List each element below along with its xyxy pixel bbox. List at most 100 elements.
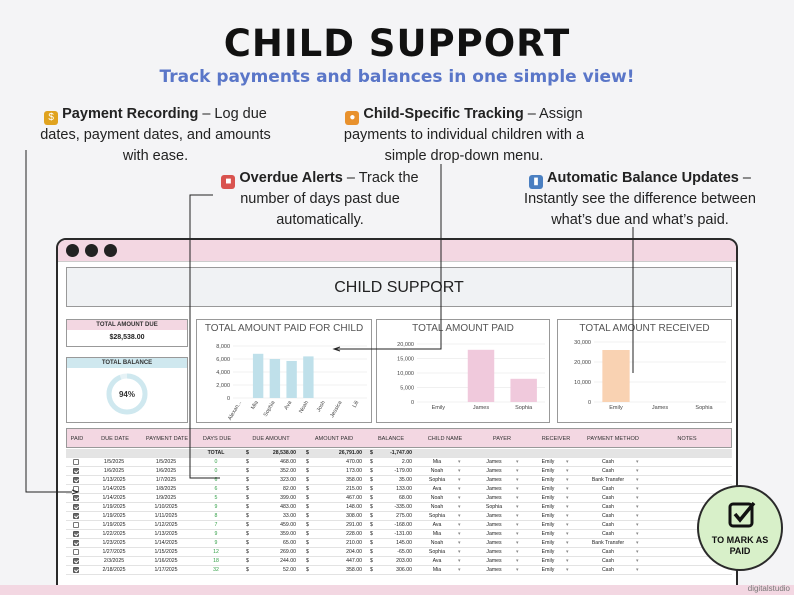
- receiver-select[interactable]: Emily: [541, 495, 555, 501]
- due-amount[interactable]: 359.00: [280, 531, 296, 537]
- payment-method-select[interactable]: Cash: [601, 459, 615, 465]
- payer-select[interactable]: James: [486, 486, 502, 492]
- payment-method-select[interactable]: Cash: [601, 558, 615, 564]
- notes-cell[interactable]: [646, 476, 726, 485]
- column-header[interactable]: CHILD NAME: [427, 436, 463, 442]
- paid-checkbox[interactable]: [73, 540, 79, 546]
- payment-method-select[interactable]: Cash: [601, 495, 615, 501]
- payer-select[interactable]: James: [486, 558, 502, 564]
- column-header[interactable]: PAID: [70, 436, 84, 442]
- amount-paid[interactable]: 291.00: [346, 522, 362, 528]
- child-name-select[interactable]: Noah: [430, 495, 444, 501]
- amount-paid[interactable]: 204.00: [346, 549, 362, 555]
- due-amount[interactable]: 33.00: [283, 513, 296, 519]
- child-name-select[interactable]: Ava: [432, 558, 442, 564]
- payment-date[interactable]: 1/9/2025: [155, 495, 177, 501]
- amount-paid[interactable]: 215.00: [346, 486, 362, 492]
- payment-date[interactable]: 1/17/2025: [154, 567, 178, 573]
- child-name-select[interactable]: Noah: [430, 468, 444, 474]
- payer-select[interactable]: James: [486, 513, 502, 519]
- payment-method-select[interactable]: Bank Transfer: [591, 540, 625, 546]
- payment-date[interactable]: 1/7/2025: [155, 477, 177, 483]
- notes-cell[interactable]: [646, 566, 726, 575]
- paid-checkbox[interactable]: [73, 468, 79, 474]
- payment-date[interactable]: 1/10/2025: [154, 504, 178, 510]
- due-amount[interactable]: 269.00: [280, 549, 296, 555]
- child-name-select[interactable]: Mia: [432, 567, 442, 573]
- amount-paid[interactable]: 148.00: [346, 504, 362, 510]
- payment-method-select[interactable]: Cash: [601, 504, 615, 510]
- receiver-select[interactable]: Emily: [541, 459, 555, 465]
- receiver-select[interactable]: Emily: [541, 558, 555, 564]
- payer-select[interactable]: James: [486, 522, 502, 528]
- payment-method-select[interactable]: Cash: [601, 468, 615, 474]
- child-name-select[interactable]: Ava: [432, 522, 442, 528]
- payment-date[interactable]: 1/15/2025: [154, 549, 178, 555]
- due-amount[interactable]: 52.00: [283, 567, 296, 573]
- paid-checkbox[interactable]: [73, 567, 79, 573]
- child-name-select[interactable]: Mia: [432, 459, 442, 465]
- amount-paid[interactable]: 358.00: [346, 477, 362, 483]
- receiver-select[interactable]: Emily: [541, 567, 555, 573]
- payment-date[interactable]: 1/16/2025: [154, 558, 178, 564]
- amount-paid[interactable]: 447.00: [346, 558, 362, 564]
- window-dot-icon[interactable]: [104, 244, 117, 257]
- child-name-select[interactable]: Noah: [430, 504, 444, 510]
- child-name-select[interactable]: Ava: [432, 486, 442, 492]
- column-header[interactable]: RECEIVER: [541, 436, 571, 442]
- child-name-select[interactable]: Sophia: [428, 549, 446, 555]
- column-header[interactable]: PAYER: [492, 436, 512, 442]
- receiver-select[interactable]: Emily: [541, 486, 555, 492]
- column-header[interactable]: DUE AMOUNT: [252, 436, 290, 442]
- receiver-select[interactable]: Emily: [541, 513, 555, 519]
- window-dot-icon[interactable]: [85, 244, 98, 257]
- payment-method-select[interactable]: Bank Transfer: [591, 477, 625, 483]
- column-header[interactable]: BALANCE: [377, 436, 405, 442]
- due-amount[interactable]: 323.00: [280, 477, 296, 483]
- child-name-select[interactable]: Mia: [432, 531, 442, 537]
- receiver-select[interactable]: Emily: [541, 504, 555, 510]
- due-amount[interactable]: 352.00: [280, 468, 296, 474]
- payer-select[interactable]: James: [486, 459, 502, 465]
- payer-select[interactable]: James: [486, 567, 502, 573]
- paid-checkbox[interactable]: [73, 531, 79, 537]
- amount-paid[interactable]: 210.00: [346, 540, 362, 546]
- payment-date[interactable]: 1/11/2025: [154, 513, 178, 519]
- payer-select[interactable]: James: [486, 531, 502, 537]
- column-header[interactable]: NOTES: [677, 436, 697, 442]
- payment-method-select[interactable]: Cash: [601, 513, 615, 519]
- due-amount[interactable]: 459.00: [280, 522, 296, 528]
- paid-checkbox[interactable]: [73, 504, 79, 510]
- receiver-select[interactable]: Emily: [541, 531, 555, 537]
- payment-date[interactable]: 1/5/2025: [155, 459, 177, 465]
- receiver-select[interactable]: Emily: [541, 540, 555, 546]
- paid-checkbox[interactable]: [73, 459, 79, 465]
- payment-date[interactable]: 1/8/2025: [155, 486, 177, 492]
- receiver-select[interactable]: Emily: [541, 522, 555, 528]
- payment-method-select[interactable]: Cash: [601, 522, 615, 528]
- amount-paid[interactable]: 308.00: [346, 513, 362, 519]
- due-amount[interactable]: 82.00: [283, 486, 296, 492]
- due-amount[interactable]: 65.00: [283, 540, 296, 546]
- paid-checkbox[interactable]: [73, 477, 79, 483]
- payer-select[interactable]: James: [486, 540, 502, 546]
- notes-cell[interactable]: [646, 458, 726, 467]
- column-header[interactable]: PAYMENT DATE: [145, 436, 189, 442]
- payment-date[interactable]: 1/6/2025: [155, 468, 177, 474]
- payer-select[interactable]: Sophia: [485, 504, 503, 510]
- amount-paid[interactable]: 228.00: [346, 531, 362, 537]
- child-name-select[interactable]: Sophia: [428, 477, 446, 483]
- payer-select[interactable]: James: [486, 549, 502, 555]
- child-name-select[interactable]: Noah: [430, 540, 444, 546]
- column-header[interactable]: PAYMENT METHOD: [587, 436, 639, 442]
- payer-select[interactable]: James: [486, 477, 502, 483]
- due-amount[interactable]: 468.00: [280, 459, 296, 465]
- amount-paid[interactable]: 467.00: [346, 495, 362, 501]
- receiver-select[interactable]: Emily: [541, 477, 555, 483]
- payment-date[interactable]: 1/14/2025: [154, 540, 178, 546]
- paid-checkbox[interactable]: [73, 513, 79, 519]
- paid-checkbox[interactable]: [73, 522, 79, 528]
- column-header[interactable]: DAYS DUE: [202, 436, 232, 442]
- payment-method-select[interactable]: Cash: [601, 531, 615, 537]
- notes-cell[interactable]: [646, 467, 726, 476]
